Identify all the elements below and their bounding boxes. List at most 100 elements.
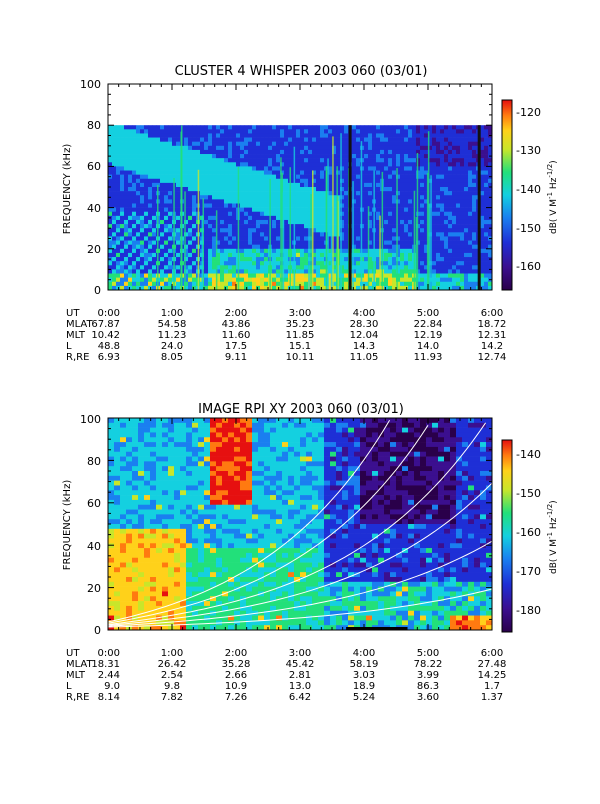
p1-cell	[484, 171, 488, 175]
p1-cell	[472, 150, 476, 154]
p1-cell	[316, 199, 320, 203]
p1-cell	[224, 278, 228, 282]
p2-cell	[198, 471, 204, 476]
p1-cell	[136, 133, 140, 137]
p2-cell	[150, 558, 156, 563]
p1-cell	[404, 269, 408, 273]
p1-cell	[304, 171, 308, 175]
p1-cell	[136, 142, 140, 146]
p2-cell	[150, 514, 156, 519]
p1-cell	[388, 195, 392, 199]
p1-cell	[296, 269, 300, 273]
p1-cell	[452, 129, 456, 133]
p2-cell	[114, 418, 120, 423]
p1-cell	[240, 129, 244, 133]
p1-cell	[296, 232, 300, 236]
p1-cell	[112, 216, 116, 220]
p2-cell	[180, 505, 186, 510]
p1-cell	[176, 142, 180, 146]
p1-cell	[320, 129, 324, 133]
p1-cell	[244, 212, 248, 216]
p1-cell	[224, 257, 228, 261]
p1-cell	[216, 142, 220, 146]
p1-cell	[460, 212, 464, 216]
p1-cell	[316, 228, 320, 232]
p1-cell	[320, 282, 324, 286]
p1-cell	[212, 199, 216, 203]
p1-cell	[156, 146, 160, 150]
p1-cell	[148, 265, 152, 269]
p1-cell	[380, 166, 384, 170]
ephemeris-value: 14.3	[353, 341, 375, 352]
p1-cell	[432, 125, 436, 129]
p1-cell	[228, 236, 232, 240]
p1-cell	[472, 274, 476, 278]
p1-cell	[464, 220, 468, 224]
p2-cell	[132, 471, 138, 476]
p1-cell	[484, 191, 488, 195]
p1-cell	[440, 232, 444, 236]
p2-cell	[192, 587, 198, 592]
p1-cell	[176, 191, 180, 195]
p1-cell	[408, 249, 412, 253]
p1-cell	[316, 203, 320, 207]
p1-cell	[164, 257, 168, 261]
p1-cell	[392, 282, 396, 286]
p1-cell	[388, 154, 392, 158]
p1-cell	[460, 166, 464, 170]
p1-cell	[204, 228, 208, 232]
p1-cell	[208, 125, 212, 129]
p2-cell	[132, 567, 138, 572]
p2-cell	[120, 476, 126, 481]
p2-cell	[126, 432, 132, 437]
p1-cell	[116, 195, 120, 199]
p1-cell	[316, 133, 320, 137]
p1-cell	[460, 133, 464, 137]
p1-cell	[412, 125, 416, 129]
p1-cell	[448, 208, 452, 212]
p1-cell	[384, 220, 388, 224]
p1-cell	[240, 171, 244, 175]
p1-cell	[216, 154, 220, 158]
p1-cell	[136, 187, 140, 191]
p2-cell	[186, 471, 192, 476]
p1-cell	[256, 150, 260, 154]
p1-cell	[152, 125, 156, 129]
p1-cell	[316, 187, 320, 191]
p1-cell	[144, 278, 148, 282]
p2-cell	[162, 534, 168, 539]
p2-cell	[114, 442, 120, 447]
p1-cell	[432, 245, 436, 249]
p1-cell	[464, 224, 468, 228]
p1-cell	[308, 125, 312, 129]
p1-cell	[140, 203, 144, 207]
p2-cell	[144, 437, 150, 442]
p1-cell	[120, 241, 124, 245]
p1-cell	[188, 175, 192, 179]
p1-cell	[312, 133, 316, 137]
panel-1-title: CLUSTER 4 WHISPER 2003 060 (03/01)	[175, 64, 428, 79]
p1-cell	[452, 249, 456, 253]
p1-cell	[248, 142, 252, 146]
p1-cell	[392, 249, 396, 253]
p1-cell	[188, 166, 192, 170]
p1-cell	[132, 224, 136, 228]
p1-cell	[256, 179, 260, 183]
p1-cell	[176, 278, 180, 282]
p2-cell	[216, 519, 222, 524]
p1-cell	[404, 175, 408, 179]
p1-cell	[400, 241, 404, 245]
p1-cell	[260, 208, 264, 212]
p1-cell	[296, 158, 300, 162]
p1-cell	[224, 216, 228, 220]
p1-cell	[472, 129, 476, 133]
p1-cell	[432, 269, 436, 273]
p1-cell	[344, 162, 348, 166]
p2-cell	[180, 500, 186, 505]
p1-cell	[320, 216, 324, 220]
p1-cell	[316, 245, 320, 249]
p1-cell	[448, 274, 452, 278]
p2-cell	[144, 476, 150, 481]
p2-cell	[120, 461, 126, 466]
p1-cell	[392, 175, 396, 179]
